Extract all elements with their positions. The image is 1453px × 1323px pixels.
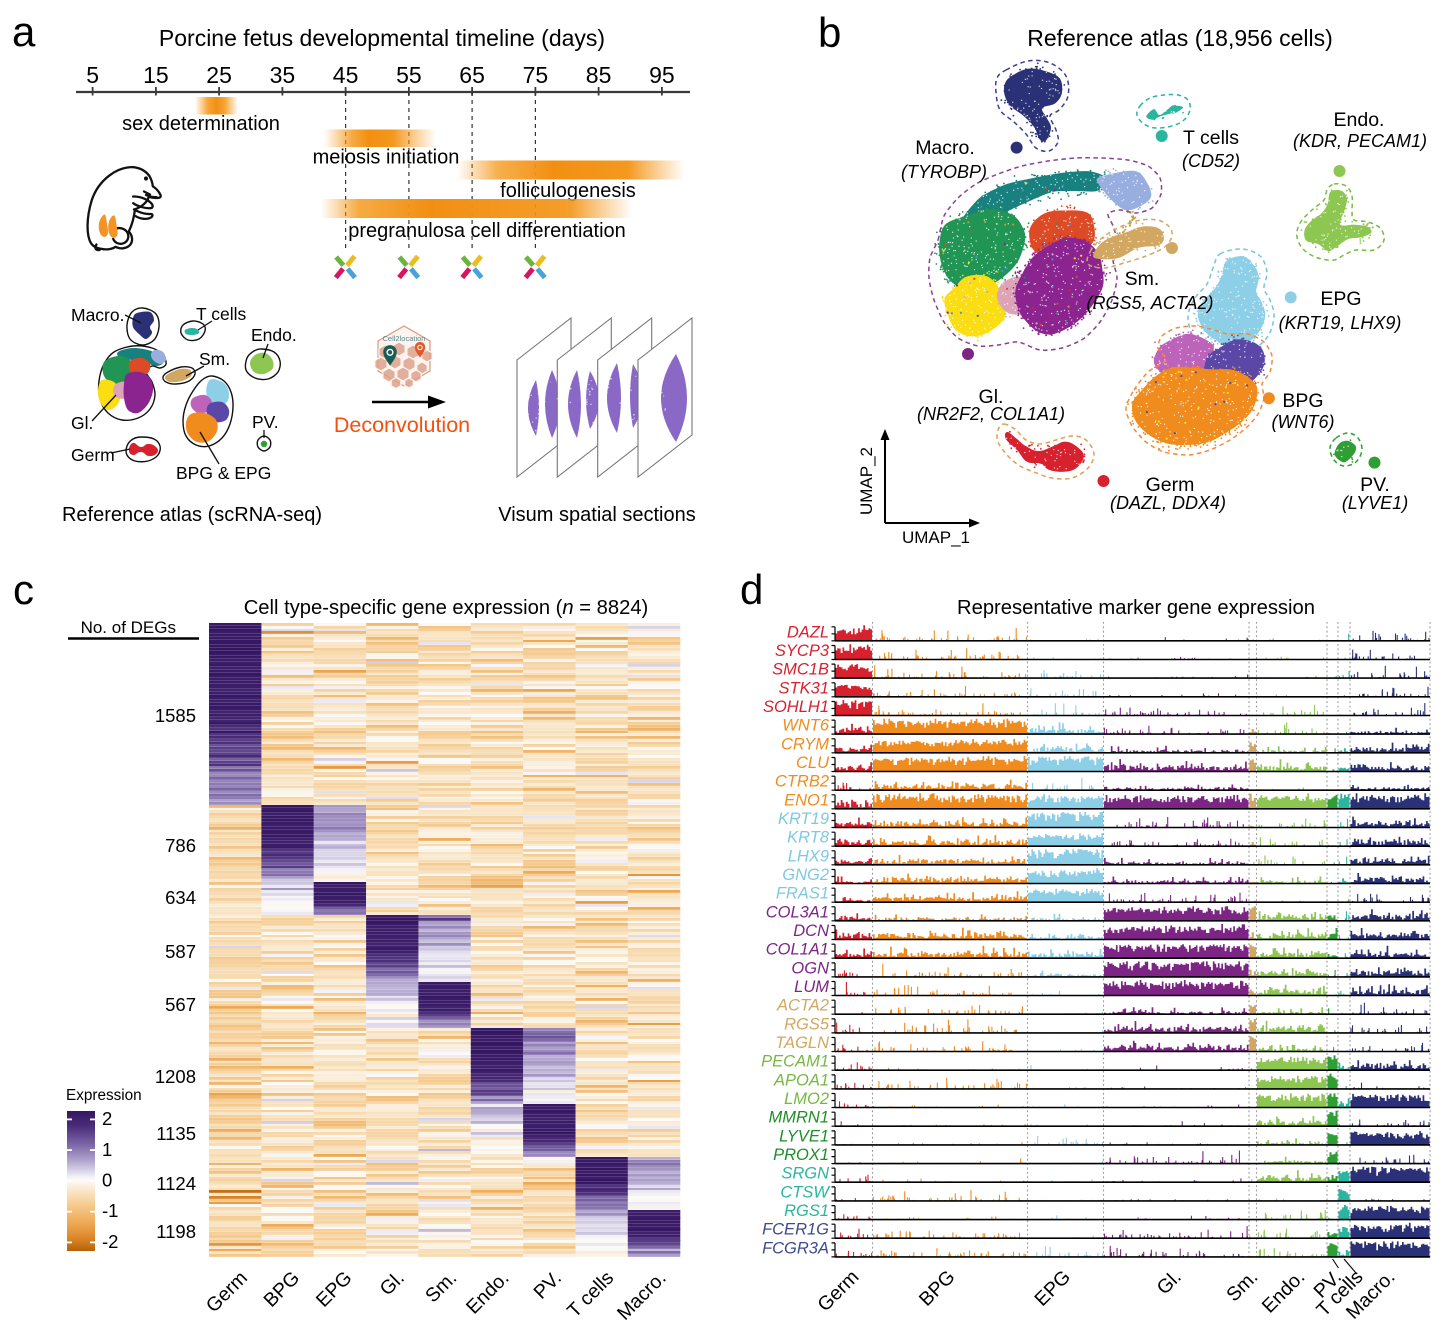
svg-text:25: 25 [206,62,232,88]
svg-text:BPG & EPG: BPG & EPG [176,463,271,483]
svg-text:UMAP_2: UMAP_2 [857,447,876,515]
svg-text:(DAZL, DDX4): (DAZL, DDX4) [1110,493,1226,513]
svg-text:Gl.: Gl. [979,386,1004,408]
svg-text:folliculogenesis: folliculogenesis [500,180,636,202]
svg-text:PV.: PV. [252,412,279,432]
svg-text:Sm.: Sm. [1125,268,1160,290]
svg-text:Sm.: Sm. [199,349,230,369]
svg-text:85: 85 [586,62,612,88]
svg-text:5: 5 [86,62,99,88]
svg-text:EPG: EPG [1320,288,1361,310]
svg-text:(TYROBP): (TYROBP) [901,162,987,182]
svg-text:Endo.: Endo. [1334,109,1385,131]
svg-text:PV.: PV. [1360,474,1390,496]
svg-text:Cell2location: Cell2location [383,334,426,343]
svg-text:Visum spatial sections: Visum spatial sections [498,504,696,526]
svg-text:(RGS5, ACTA2): (RGS5, ACTA2) [1086,293,1213,313]
svg-text:a: a [12,8,36,55]
svg-text:Reference atlas (18,956 cells): Reference atlas (18,956 cells) [1027,25,1333,51]
svg-text:55: 55 [396,62,422,88]
svg-text:(LYVE1): (LYVE1) [1342,493,1408,513]
svg-text:35: 35 [270,62,296,88]
svg-text:15: 15 [143,62,169,88]
svg-text:b: b [818,9,841,56]
svg-text:(KRT19, LHX9): (KRT19, LHX9) [1279,313,1402,333]
svg-text:Cell type-specific gene expres: Cell type-specific gene expression (n = … [244,597,649,619]
svg-text:95: 95 [649,62,675,88]
svg-text:(NR2F2, COL1A1): (NR2F2, COL1A1) [917,404,1065,424]
svg-text:Deconvolution: Deconvolution [334,413,470,437]
svg-text:Reference atlas (scRNA-seq): Reference atlas (scRNA-seq) [62,504,322,526]
svg-text:65: 65 [459,62,485,88]
svg-text:UMAP_1: UMAP_1 [902,528,970,547]
svg-text:Macro.: Macro. [71,305,124,325]
svg-text:Macro.: Macro. [915,137,975,159]
svg-text:(CD52): (CD52) [1182,151,1240,171]
svg-text:(KDR, PECAM1): (KDR, PECAM1) [1293,131,1427,151]
svg-text:75: 75 [523,62,549,88]
svg-text:Germ: Germ [71,445,115,465]
svg-text:(WNT6): (WNT6) [1272,412,1335,432]
svg-text:sex determination: sex determination [122,113,280,135]
svg-text:meiosis initiation: meiosis initiation [313,147,460,169]
svg-text:pregranulosa cell differentiat: pregranulosa cell differentiation [348,220,626,242]
svg-text:Germ: Germ [1146,474,1195,496]
svg-text:Porcine fetus developmental ti: Porcine fetus developmental timeline (da… [159,25,605,51]
svg-text:Endo.: Endo. [251,325,297,345]
svg-text:Gl.: Gl. [71,413,93,433]
svg-text:T cells: T cells [1183,127,1239,149]
svg-text:c: c [13,566,34,613]
svg-text:BPG: BPG [1282,390,1323,412]
svg-text:45: 45 [333,62,359,88]
svg-text:T cells: T cells [196,304,246,324]
